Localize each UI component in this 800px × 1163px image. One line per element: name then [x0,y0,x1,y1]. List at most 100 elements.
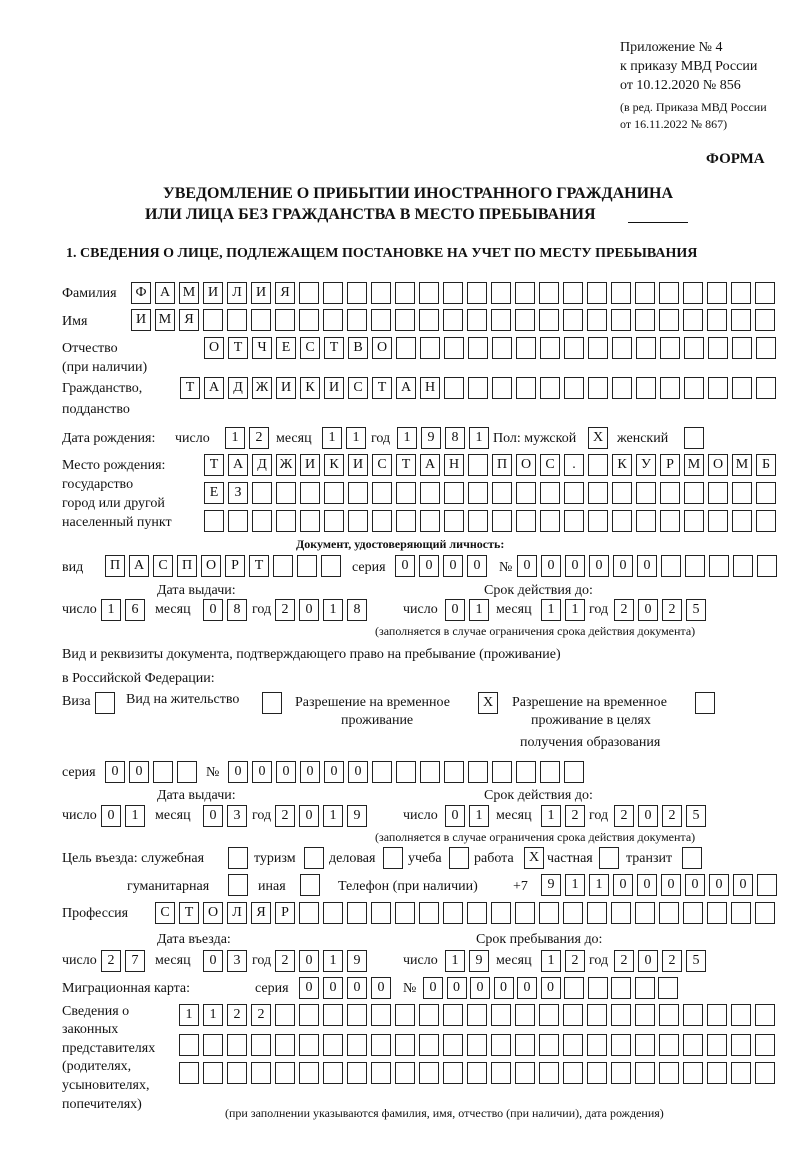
mc-number-cell[interactable] [611,977,631,999]
birthplace-line1-cell[interactable]: А [228,454,248,476]
profession-cell[interactable] [539,902,559,924]
rep-line3-cell[interactable] [539,1062,559,1084]
birthplace-line1-cell[interactable]: . [564,454,584,476]
doc-type-cell[interactable]: С [153,555,173,577]
citizenship-cell[interactable] [468,377,488,399]
profession-cell[interactable] [563,902,583,924]
surname-cell[interactable] [659,282,679,304]
name-cell[interactable] [203,309,223,331]
surname-cell[interactable] [443,282,463,304]
entry-left-month-cell[interactable]: 0 [203,950,223,972]
patronymic-cell[interactable]: Ч [252,337,272,359]
doc-number-cell[interactable] [685,555,705,577]
birth-year-cell[interactable]: 8 [445,427,465,449]
doc-series-cell[interactable]: 0 [467,555,487,577]
phone-cell[interactable]: 0 [709,874,729,896]
birthplace-line3-cell[interactable] [588,510,608,532]
rep-line3-cell[interactable] [203,1062,223,1084]
stay-left-year-cell[interactable]: 0 [299,805,319,827]
stay-right-month-cell[interactable]: 2 [565,805,585,827]
rep-line3-cell[interactable] [707,1062,727,1084]
residence-checkbox-cell[interactable] [262,692,282,714]
patronymic-cell[interactable] [636,337,656,359]
birthplace-line1-cell[interactable]: О [708,454,728,476]
birthplace-line3-cell[interactable] [372,510,392,532]
name-cell[interactable] [347,309,367,331]
profession-cell[interactable] [467,902,487,924]
phone-cell[interactable]: 9 [541,874,561,896]
rep-line1-cell[interactable] [323,1004,343,1026]
profession-cell[interactable] [731,902,751,924]
rep-line2-cell[interactable] [755,1034,775,1056]
birth-month-cell[interactable]: 1 [322,427,342,449]
birthplace-line2-cell[interactable] [564,482,584,504]
birthplace-line2-cell[interactable]: З [228,482,248,504]
stay-number-cell[interactable] [468,761,488,783]
birthplace-line3-cell[interactable] [516,510,536,532]
rep-line2-cell[interactable] [467,1034,487,1056]
name-cell[interactable] [755,309,775,331]
doc-right-year-cell[interactable]: 2 [662,599,682,621]
birthplace-line1-cell[interactable]: С [540,454,560,476]
profession-cell[interactable] [611,902,631,924]
rep-line2-cell[interactable] [251,1034,271,1056]
rep-line3-cell[interactable] [251,1062,271,1084]
stay-series-cell[interactable] [177,761,197,783]
rep-line1-cell[interactable] [515,1004,535,1026]
rep-line1-cell[interactable] [731,1004,751,1026]
name-cell[interactable] [491,309,511,331]
rep-line3-cell[interactable] [731,1062,751,1084]
stay-right-year-cell[interactable]: 0 [638,805,658,827]
name-cell[interactable] [539,309,559,331]
rep-line3-cell[interactable] [275,1062,295,1084]
birthplace-line2-cell[interactable] [612,482,632,504]
name-cell[interactable] [443,309,463,331]
birthplace-line2-cell[interactable] [372,482,392,504]
rep-line1-cell[interactable] [611,1004,631,1026]
patronymic-cell[interactable] [684,337,704,359]
stay-number-cell[interactable] [420,761,440,783]
doc-number-cell[interactable]: 0 [517,555,537,577]
birthplace-line1-cell[interactable] [468,454,488,476]
citizenship-cell[interactable] [564,377,584,399]
stay-number-cell[interactable]: 0 [276,761,296,783]
stay-left-day-cell[interactable]: 0 [101,805,121,827]
profession-cell[interactable] [371,902,391,924]
birthplace-line2-cell[interactable] [636,482,656,504]
rep-line3-cell[interactable] [515,1062,535,1084]
phone-cell[interactable]: 0 [613,874,633,896]
citizenship-cell[interactable] [516,377,536,399]
stay-left-month-cell[interactable]: 3 [227,805,247,827]
entry-right-day-cell[interactable]: 1 [445,950,465,972]
patronymic-cell[interactable] [540,337,560,359]
birthplace-line3-cell[interactable] [684,510,704,532]
doc-number-cell[interactable]: 0 [637,555,657,577]
doc-type-cell[interactable]: Т [249,555,269,577]
name-cell[interactable] [587,309,607,331]
surname-cell[interactable] [587,282,607,304]
doc-series-cell[interactable]: 0 [443,555,463,577]
patronymic-cell[interactable]: В [348,337,368,359]
profession-cell[interactable] [299,902,319,924]
rep-line2-cell[interactable] [563,1034,583,1056]
mc-number-cell[interactable]: 0 [517,977,537,999]
surname-cell[interactable] [731,282,751,304]
rep-line2-cell[interactable] [371,1034,391,1056]
rep-line2-cell[interactable] [587,1034,607,1056]
birthplace-line1-cell[interactable]: М [684,454,704,476]
citizenship-cell[interactable] [756,377,776,399]
mc-number-cell[interactable]: 0 [423,977,443,999]
profession-cell[interactable] [659,902,679,924]
doc-right-month-cell[interactable]: 1 [541,599,561,621]
purpose-humanitarian-checkbox-cell[interactable] [228,874,248,896]
rep-line2-cell[interactable] [731,1034,751,1056]
profession-cell[interactable]: Р [275,902,295,924]
entry-right-year-cell[interactable]: 5 [686,950,706,972]
entry-left-year-cell[interactable]: 0 [299,950,319,972]
surname-cell[interactable]: Я [275,282,295,304]
birthplace-line3-cell[interactable] [708,510,728,532]
name-cell[interactable]: М [155,309,175,331]
rep-line3-cell[interactable] [467,1062,487,1084]
birthplace-line2-cell[interactable] [324,482,344,504]
rep-line2-cell[interactable] [707,1034,727,1056]
